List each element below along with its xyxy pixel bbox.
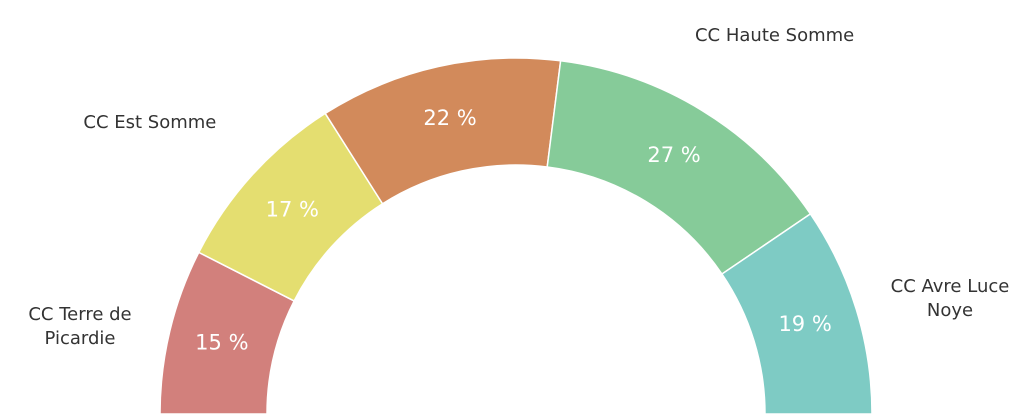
category-label: CC Haute Somme [694,25,855,47]
value-label: 27 % [647,143,700,167]
value-label: 19 % [778,312,831,336]
value-label: 17 % [266,197,319,221]
value-label: 22 % [423,106,476,130]
category-label: CC Est Somme [83,111,217,133]
category-label: CC Avre Luce Noye [890,276,1010,322]
category-label: CC Terre de Picardie [28,304,132,350]
slice [720,212,873,414]
value-label: 15 % [195,330,248,354]
